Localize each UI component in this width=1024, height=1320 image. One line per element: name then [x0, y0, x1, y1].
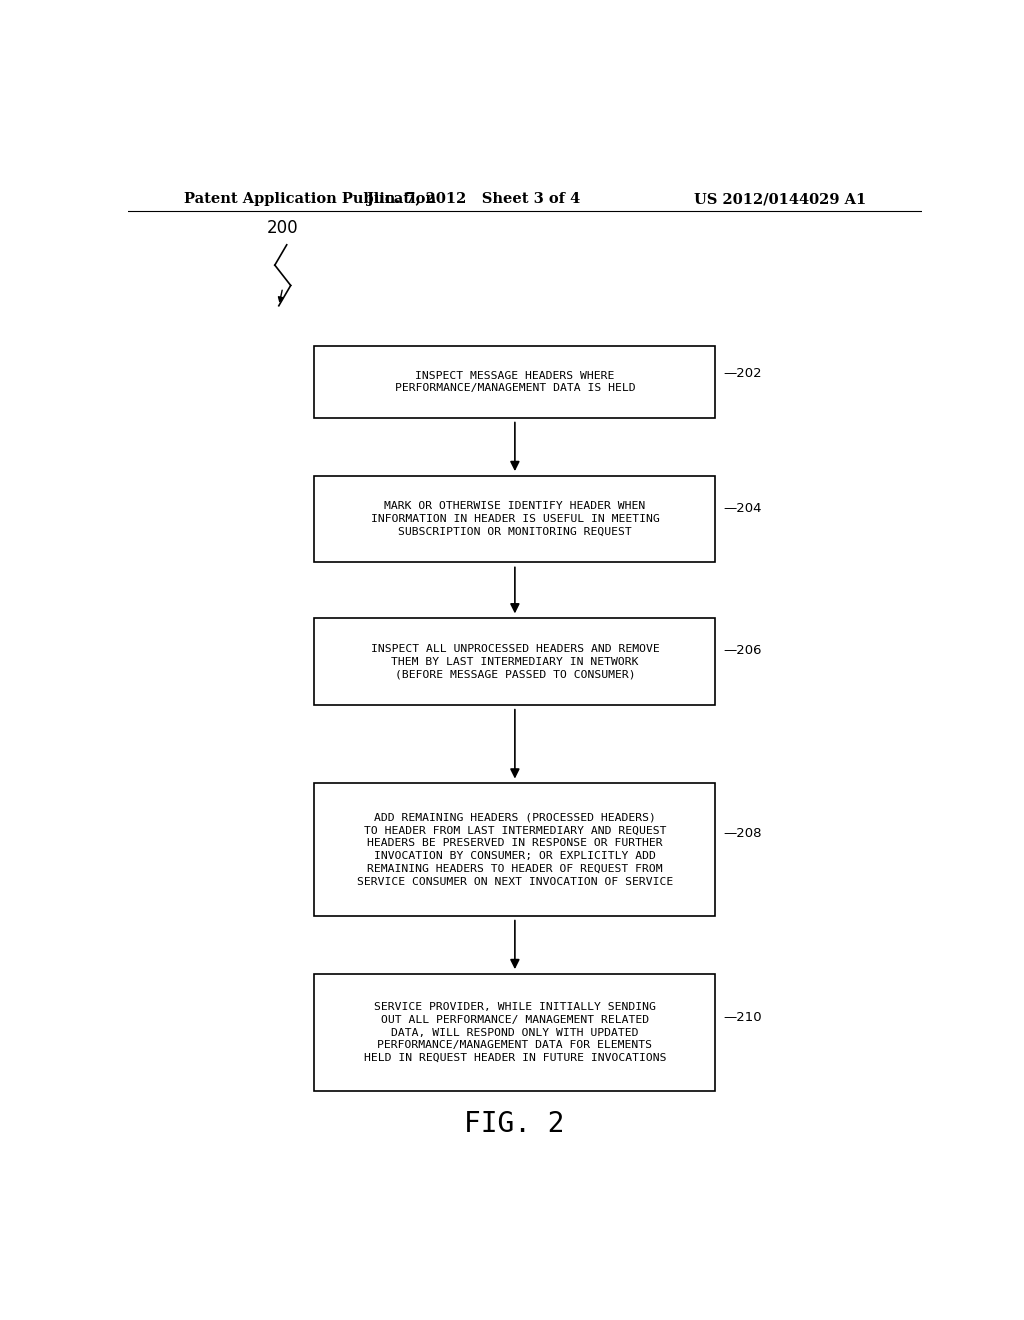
Text: Patent Application Publication: Patent Application Publication [183, 191, 435, 206]
Text: —206: —206 [723, 644, 762, 657]
Bar [314, 346, 715, 417]
Text: —210: —210 [723, 1011, 762, 1024]
Bar [314, 974, 715, 1090]
Text: 200: 200 [267, 219, 299, 236]
Text: MARK OR OTHERWISE IDENTIFY HEADER WHEN
INFORMATION IN HEADER IS USEFUL IN MEETIN: MARK OR OTHERWISE IDENTIFY HEADER WHEN I… [371, 502, 659, 537]
Text: —208: —208 [723, 826, 762, 840]
Text: Jun. 7, 2012   Sheet 3 of 4: Jun. 7, 2012 Sheet 3 of 4 [367, 191, 580, 206]
Bar [314, 784, 715, 916]
Bar [314, 618, 715, 705]
Text: ADD REMAINING HEADERS (PROCESSED HEADERS)
TO HEADER FROM LAST INTERMEDIARY AND R: ADD REMAINING HEADERS (PROCESSED HEADERS… [356, 813, 673, 887]
Bar [314, 477, 715, 562]
Text: SERVICE PROVIDER, WHILE INITIALLY SENDING
OUT ALL PERFORMANCE/ MANAGEMENT RELATE: SERVICE PROVIDER, WHILE INITIALLY SENDIN… [364, 1002, 667, 1063]
Text: FIG. 2: FIG. 2 [464, 1110, 564, 1138]
Text: —204: —204 [723, 502, 762, 515]
Text: US 2012/0144029 A1: US 2012/0144029 A1 [694, 191, 866, 206]
Text: —202: —202 [723, 367, 762, 380]
Text: INSPECT ALL UNPROCESSED HEADERS AND REMOVE
THEM BY LAST INTERMEDIARY IN NETWORK
: INSPECT ALL UNPROCESSED HEADERS AND REMO… [371, 644, 659, 680]
Text: INSPECT MESSAGE HEADERS WHERE
PERFORMANCE/MANAGEMENT DATA IS HELD: INSPECT MESSAGE HEADERS WHERE PERFORMANC… [394, 371, 635, 393]
